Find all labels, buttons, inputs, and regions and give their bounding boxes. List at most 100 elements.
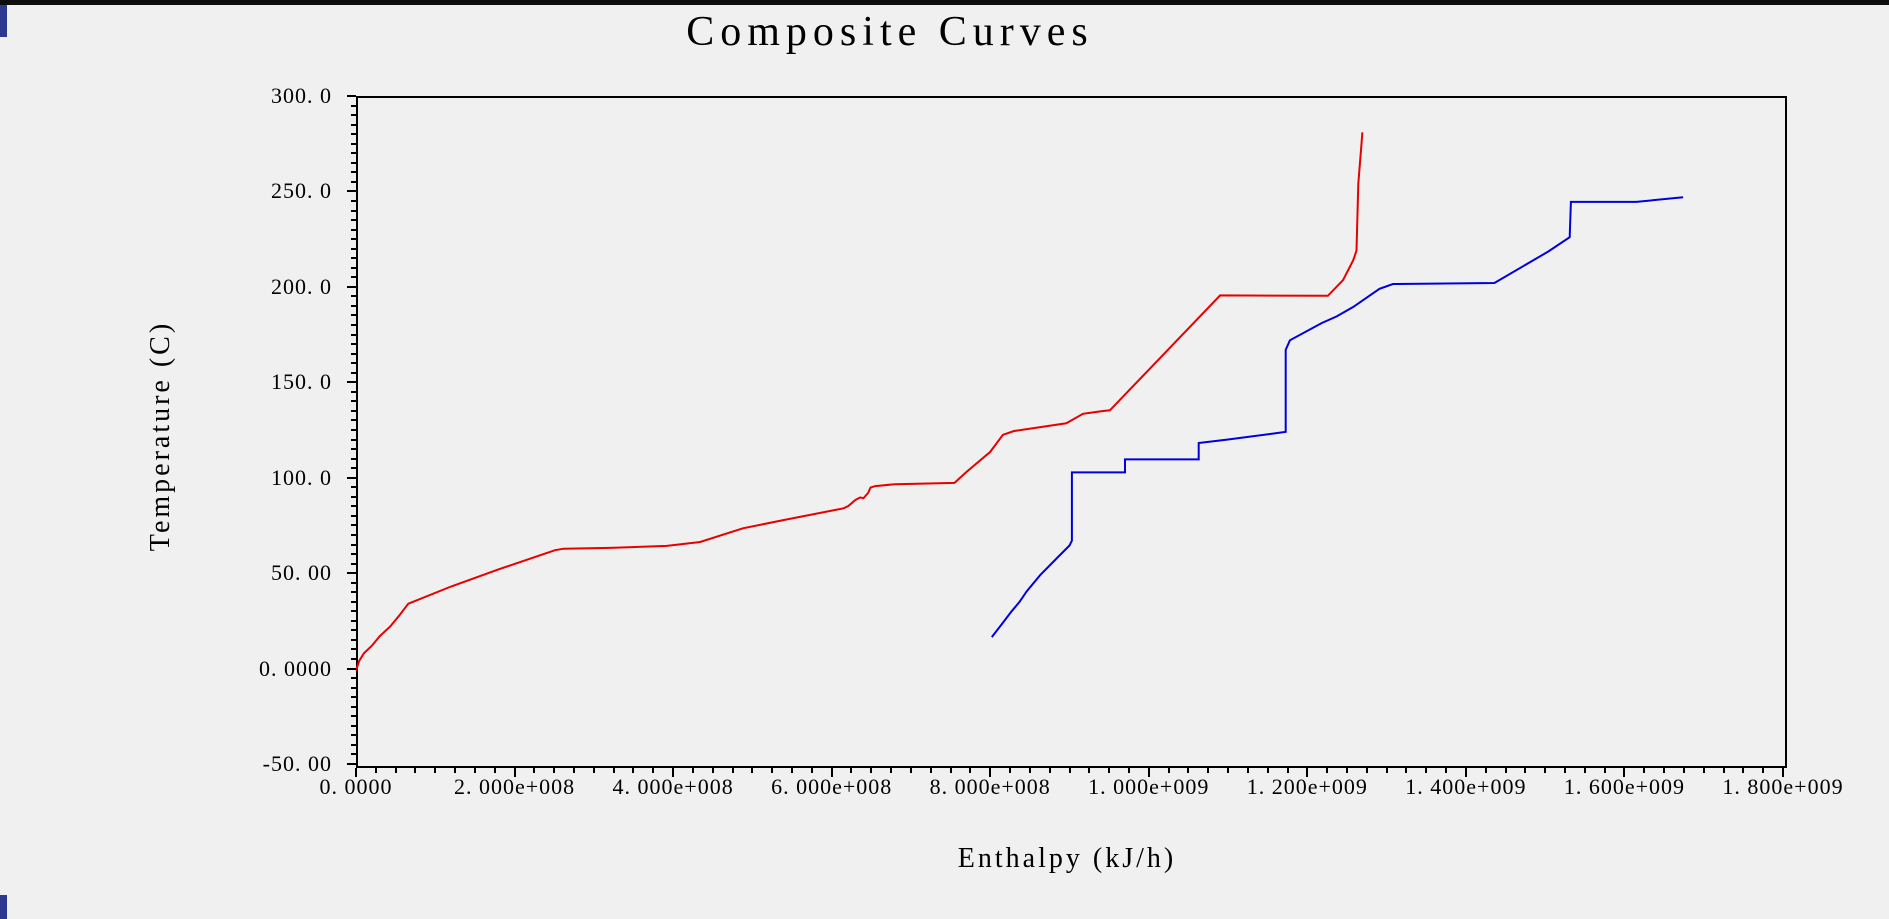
x-minor-tick bbox=[1266, 768, 1269, 773]
y-minor-tick bbox=[351, 171, 356, 174]
x-minor-tick bbox=[870, 768, 873, 773]
x-tick-label: 0. 0000 bbox=[319, 774, 393, 799]
y-minor-tick bbox=[351, 429, 356, 431]
y-minor-tick bbox=[351, 591, 356, 594]
y-major-tick bbox=[347, 476, 356, 479]
x-tick-label: 1. 200e+009 bbox=[1246, 774, 1368, 799]
x-minor-tick bbox=[929, 768, 932, 773]
y-minor-tick bbox=[351, 104, 356, 107]
x-major-tick bbox=[1464, 768, 1467, 777]
x-minor-tick bbox=[533, 768, 536, 773]
x-minor-tick bbox=[751, 768, 754, 773]
y-minor-tick bbox=[351, 438, 356, 441]
y-minor-tick bbox=[351, 152, 356, 155]
y-minor-tick bbox=[351, 705, 356, 708]
x-minor-tick bbox=[1524, 768, 1527, 773]
y-minor-tick bbox=[351, 734, 356, 737]
x-minor-tick bbox=[1702, 768, 1705, 773]
y-tick-label: 300. 0 bbox=[271, 83, 332, 108]
x-major-tick bbox=[1623, 768, 1626, 777]
y-minor-tick bbox=[351, 495, 356, 498]
x-minor-tick bbox=[949, 768, 952, 773]
x-minor-tick bbox=[493, 768, 496, 773]
x-major-tick bbox=[1306, 768, 1309, 777]
x-minor-tick bbox=[1246, 768, 1249, 773]
y-major-tick bbox=[347, 381, 356, 384]
y-minor-tick bbox=[351, 715, 356, 718]
y-minor-tick bbox=[351, 180, 356, 183]
x-minor-tick bbox=[1643, 768, 1646, 773]
x-minor-tick bbox=[771, 768, 774, 773]
x-minor-tick bbox=[612, 768, 615, 773]
x-minor-tick bbox=[1425, 768, 1428, 773]
x-minor-tick bbox=[652, 768, 655, 773]
y-minor-tick bbox=[351, 610, 356, 613]
y-minor-tick bbox=[351, 276, 356, 279]
y-minor-tick bbox=[351, 648, 356, 651]
y-minor-tick bbox=[351, 247, 356, 250]
x-tick-label: 1. 000e+009 bbox=[1088, 774, 1210, 799]
y-minor-tick bbox=[351, 314, 356, 317]
x-tick-label: 6. 000e+008 bbox=[771, 774, 893, 799]
y-tick-label: -50. 00 bbox=[262, 751, 332, 776]
window-top-edge-bar bbox=[0, 0, 1889, 5]
y-major-tick bbox=[347, 572, 356, 575]
x-minor-tick bbox=[1326, 768, 1329, 773]
y-minor-tick bbox=[351, 543, 356, 546]
y-minor-tick bbox=[351, 133, 356, 136]
y-tick-label: 100. 0 bbox=[271, 464, 332, 490]
y-minor-tick bbox=[351, 448, 356, 451]
y-minor-tick bbox=[351, 629, 356, 632]
x-minor-tick bbox=[374, 768, 377, 773]
y-minor-tick bbox=[351, 333, 356, 336]
x-minor-tick bbox=[791, 768, 794, 773]
x-minor-tick bbox=[1286, 768, 1289, 773]
x-minor-tick bbox=[1445, 768, 1448, 773]
y-minor-tick bbox=[351, 514, 356, 517]
y-major-tick bbox=[347, 95, 356, 97]
x-major-tick bbox=[1782, 768, 1784, 777]
y-minor-tick bbox=[351, 343, 356, 346]
x-minor-tick bbox=[1504, 768, 1507, 773]
y-minor-tick bbox=[351, 619, 356, 622]
y-minor-tick bbox=[351, 123, 356, 126]
x-axis-title: Enthalpy (kJ/h) bbox=[957, 843, 1177, 874]
y-minor-tick bbox=[351, 266, 356, 269]
y-minor-tick bbox=[351, 228, 356, 231]
y-minor-tick bbox=[351, 304, 356, 307]
x-minor-tick bbox=[434, 768, 437, 773]
x-minor-tick bbox=[691, 768, 694, 773]
x-minor-tick bbox=[1127, 768, 1130, 773]
y-minor-tick bbox=[351, 724, 356, 727]
x-tick-label: 4. 000e+008 bbox=[612, 774, 734, 799]
x-tick-label: 1. 400e+009 bbox=[1405, 774, 1527, 799]
y-tick-label: 250. 0 bbox=[271, 178, 332, 204]
x-minor-tick bbox=[909, 768, 912, 773]
y-minor-tick bbox=[351, 753, 356, 756]
x-minor-tick bbox=[1108, 768, 1111, 773]
y-minor-tick bbox=[351, 257, 356, 260]
x-minor-tick bbox=[1207, 768, 1210, 773]
y-minor-tick bbox=[351, 658, 356, 661]
y-minor-tick bbox=[351, 142, 356, 145]
x-minor-tick bbox=[1048, 768, 1051, 773]
x-axis-line bbox=[356, 766, 1787, 768]
x-minor-tick bbox=[1187, 768, 1190, 773]
x-minor-tick bbox=[1345, 768, 1348, 773]
x-minor-tick bbox=[632, 768, 635, 773]
x-minor-tick bbox=[1385, 768, 1388, 773]
x-tick-label: 1. 800e+009 bbox=[1722, 774, 1844, 799]
y-minor-tick bbox=[351, 457, 356, 460]
x-minor-tick bbox=[1722, 768, 1725, 773]
x-minor-tick bbox=[890, 768, 893, 773]
x-minor-tick bbox=[553, 768, 556, 773]
y-tick-label: 0. 0000 bbox=[259, 655, 332, 681]
y-major-tick bbox=[347, 190, 356, 193]
x-minor-tick bbox=[592, 768, 595, 773]
chart-title: Composite Curves bbox=[686, 9, 1094, 55]
x-major-tick bbox=[672, 768, 675, 777]
y-minor-tick bbox=[351, 677, 356, 680]
y-minor-tick bbox=[351, 419, 356, 422]
x-minor-tick bbox=[711, 768, 714, 773]
y-minor-tick bbox=[351, 562, 356, 565]
